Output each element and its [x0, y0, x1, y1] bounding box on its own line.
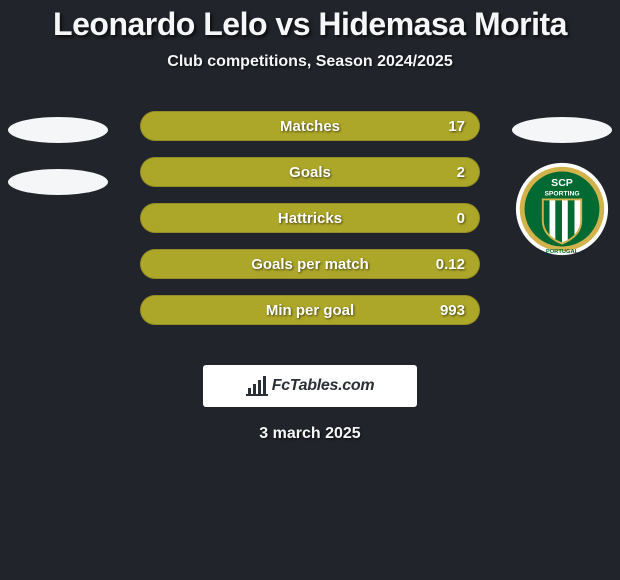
- sporting-cp-badge-icon: SCP SPORTING PORTUGAL: [514, 161, 610, 257]
- left-player-badge: [8, 111, 108, 211]
- ellipse-placeholder: [8, 117, 108, 143]
- stat-label: Goals per match: [251, 256, 369, 273]
- page-subtitle: Club competitions, Season 2024/2025: [0, 53, 620, 71]
- ellipse-placeholder: [512, 117, 612, 143]
- comparison-chart: SCP SPORTING PORTUGAL Matches 17 Goals 2…: [0, 111, 620, 341]
- stat-bar: Goals 2: [140, 157, 480, 187]
- stat-bar: Matches 17: [140, 111, 480, 141]
- stat-label: Min per goal: [266, 302, 354, 319]
- stat-value: 0: [457, 210, 465, 227]
- stat-bar: Goals per match 0.12: [140, 249, 480, 279]
- stat-label: Matches: [280, 118, 340, 135]
- ellipse-stack-left: [8, 111, 108, 195]
- badge-portugal-text: PORTUGAL: [546, 249, 579, 255]
- bar-chart-icon: [246, 376, 268, 396]
- page-title: Leonardo Lelo vs Hidemasa Morita: [0, 0, 620, 43]
- stat-bars: Matches 17 Goals 2 Hattricks 0 Goals per…: [140, 111, 480, 325]
- brand-text: FcTables.com: [272, 377, 375, 395]
- badge-scp-text: SCP: [551, 177, 573, 189]
- stat-bar: Hattricks 0: [140, 203, 480, 233]
- stat-label: Goals: [289, 164, 331, 181]
- ellipse-placeholder: [8, 169, 108, 195]
- ellipse-stack-right: [512, 111, 612, 143]
- stat-value: 17: [448, 118, 465, 135]
- stat-value: 993: [440, 302, 465, 319]
- stat-value: 0.12: [436, 256, 465, 273]
- stat-label: Hattricks: [278, 210, 342, 227]
- brand-attribution: FcTables.com: [203, 365, 417, 407]
- generation-date: 3 march 2025: [0, 425, 620, 443]
- stat-bar: Min per goal 993: [140, 295, 480, 325]
- stat-value: 2: [457, 164, 465, 181]
- badge-sporting-text: SPORTING: [544, 191, 579, 198]
